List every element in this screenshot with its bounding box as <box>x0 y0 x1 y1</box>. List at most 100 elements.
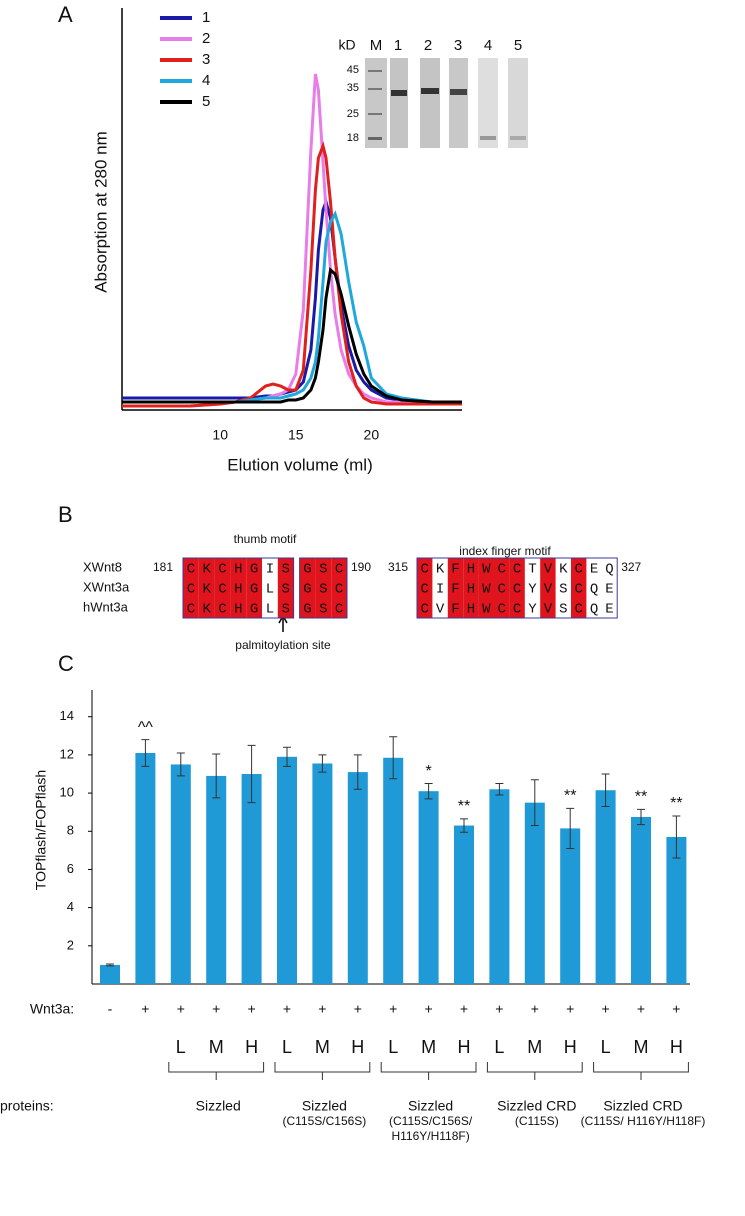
residue-box <box>478 578 494 598</box>
x-tick-label: + <box>672 1001 680 1017</box>
residue: E <box>605 602 613 618</box>
residue-box <box>277 558 294 578</box>
residue: C <box>513 582 521 598</box>
dose-label: L <box>388 1037 398 1057</box>
gel-marker-label: 45 <box>347 64 359 76</box>
bar <box>489 789 510 984</box>
error-bar <box>495 783 504 796</box>
residue: F <box>451 582 459 598</box>
motif-title: thumb motif <box>234 532 297 546</box>
gel-lane-label: 1 <box>394 37 402 54</box>
gel-marker-label: 18 <box>347 132 359 144</box>
residue-box <box>198 598 215 618</box>
x-tick-label: + <box>566 1001 574 1017</box>
residue: Y <box>528 602 537 618</box>
group-label: Sizzled CRD <box>603 1098 682 1114</box>
residue-box <box>463 558 479 578</box>
significance-label: ^^ <box>138 719 154 736</box>
residue-box <box>494 558 510 578</box>
residue: C <box>335 602 343 618</box>
error-bar <box>212 753 221 799</box>
residue: C <box>513 602 521 618</box>
residue-box <box>571 578 587 598</box>
residue: S <box>281 582 289 598</box>
residue-box <box>331 558 347 578</box>
y-axis-title: TOPflash/FOPflash <box>33 770 49 890</box>
group-label: H116Y/H118F) <box>391 1129 469 1143</box>
significance-label: * <box>425 763 431 780</box>
row-label: Wnt3a: <box>30 1001 74 1017</box>
x-tick-label: + <box>283 1001 291 1017</box>
x-tick-label: + <box>177 1001 185 1017</box>
residue: G <box>303 582 311 598</box>
gel-image <box>365 58 528 148</box>
error-bar <box>106 963 114 967</box>
residue: S <box>281 562 289 578</box>
residue-box <box>463 598 479 618</box>
y-tick-label: 8 <box>67 823 74 838</box>
residue: K <box>559 562 568 578</box>
residue: H <box>234 582 242 598</box>
y-tick-label: 2 <box>67 937 74 952</box>
residue: C <box>335 562 343 578</box>
residue-box <box>417 558 433 578</box>
residue: Y <box>528 582 537 598</box>
gel-lane-label: M <box>370 37 383 54</box>
residue: H <box>467 582 475 598</box>
x-tick-label: + <box>212 1001 220 1017</box>
residue: T <box>528 562 536 578</box>
legend-label: 2 <box>202 30 210 47</box>
residue: C <box>187 562 195 578</box>
residue-box <box>447 598 464 618</box>
significance-label: ** <box>564 788 576 805</box>
residue-box <box>494 598 510 618</box>
residue-box <box>494 578 510 598</box>
residue: F <box>451 602 459 618</box>
y-tick-label: 14 <box>60 708 74 723</box>
error-bar <box>247 744 256 804</box>
bracket <box>380 1062 477 1080</box>
residue: C <box>513 562 521 578</box>
gel-label: kD <box>338 37 355 53</box>
line-series <box>122 267 462 404</box>
error-bar <box>353 754 362 790</box>
residue-box <box>230 558 247 578</box>
residue: G <box>250 602 258 618</box>
dose-label: L <box>601 1037 611 1057</box>
residue: H <box>234 562 242 578</box>
x-tick-label: + <box>460 1001 468 1017</box>
group-label: Sizzled <box>302 1098 347 1114</box>
significance-label: ** <box>670 795 682 812</box>
error-bar <box>672 815 681 859</box>
line-series <box>122 210 462 404</box>
residue-box <box>417 598 433 618</box>
residue: K <box>202 562 211 578</box>
bar <box>170 764 191 984</box>
residue: G <box>250 582 258 598</box>
residue: S <box>319 562 327 578</box>
residue: C <box>497 602 505 618</box>
residue: H <box>467 562 475 578</box>
group-label: Sizzled CRD <box>497 1098 576 1114</box>
residue-box <box>331 578 347 598</box>
residue-number: 327 <box>621 560 641 574</box>
group-label: (C115S/C156S/ <box>389 1114 473 1128</box>
residue-box <box>214 558 231 578</box>
bracket <box>593 1062 689 1080</box>
residue-box <box>315 558 332 578</box>
dose-label: M <box>209 1037 224 1057</box>
x-axis-title: Elution volume (ml) <box>227 455 373 474</box>
gel-marker-label: 25 <box>347 108 359 120</box>
residue: G <box>250 562 258 578</box>
error-bar <box>460 818 468 833</box>
residue: W <box>482 582 491 598</box>
residue: C <box>420 602 428 618</box>
x-tick-label: + <box>425 1001 433 1017</box>
residue: L <box>266 582 274 598</box>
y-tick-label: 10 <box>60 785 74 800</box>
bar <box>524 802 545 984</box>
residue-box <box>277 598 294 618</box>
residue: S <box>319 602 327 618</box>
y-axis-title: Absorption at 280 nm <box>91 131 110 293</box>
legend-label: 4 <box>202 72 210 89</box>
